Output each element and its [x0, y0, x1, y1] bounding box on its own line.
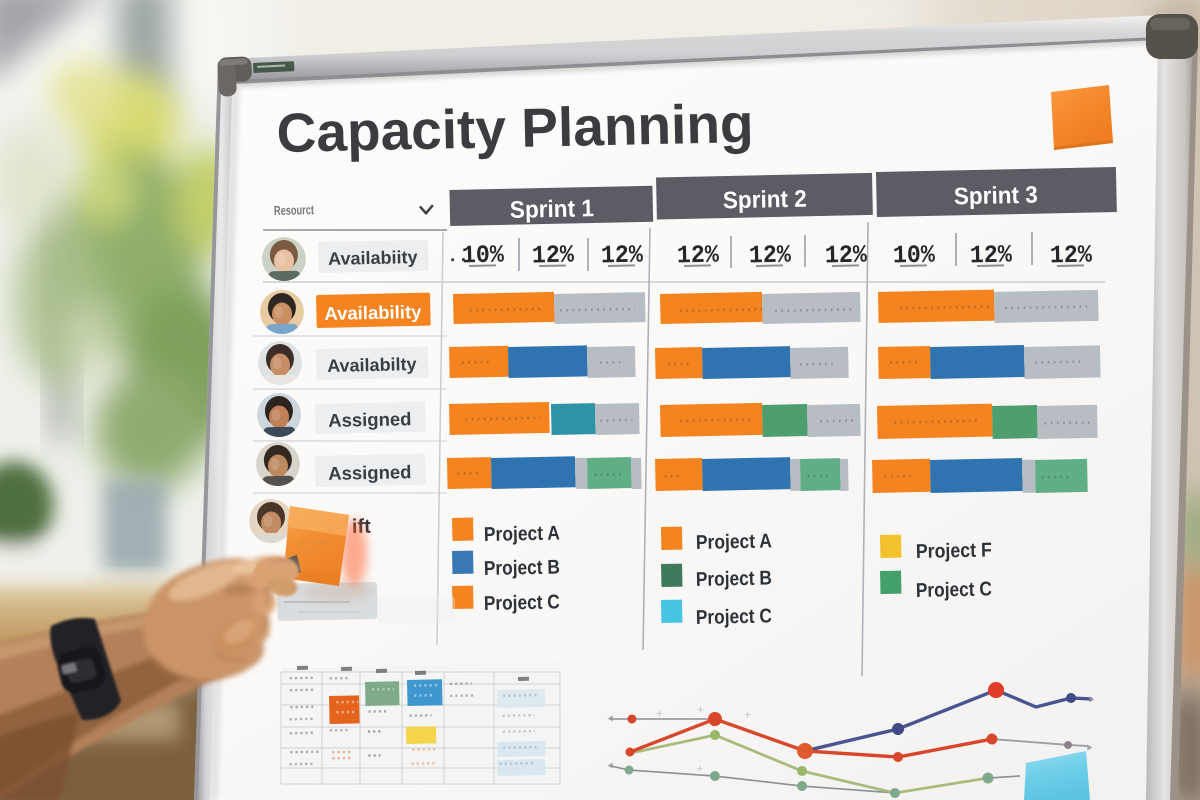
- svg-text:Project C: Project C: [484, 591, 560, 615]
- svg-text:Sprint 2: Sprint 2: [723, 186, 808, 215]
- svg-text:Project B: Project B: [696, 567, 772, 591]
- svg-text:Project B: Project B: [484, 556, 560, 580]
- svg-text:Capacity Planning: Capacity Planning: [276, 92, 754, 164]
- svg-text:Resourct: Resourct: [274, 202, 315, 218]
- svg-text:Availabiity: Availabiity: [328, 247, 418, 269]
- svg-text:Sprint 1: Sprint 1: [510, 195, 595, 224]
- svg-text:Availabilty: Availabilty: [327, 354, 417, 376]
- svg-text:Project A: Project A: [484, 522, 560, 546]
- svg-text:Project F: Project F: [916, 539, 992, 563]
- svg-text:Assigned: Assigned: [328, 408, 412, 431]
- svg-text:Assigned: Assigned: [328, 461, 412, 484]
- svg-text:Project C: Project C: [916, 578, 992, 602]
- svg-text:..: ..: [447, 247, 469, 267]
- svg-text:Project C: Project C: [696, 605, 772, 629]
- svg-text:Project A: Project A: [696, 530, 772, 554]
- svg-text:Availability: Availability: [324, 301, 422, 324]
- svg-text:Sprint 3: Sprint 3: [954, 182, 1039, 211]
